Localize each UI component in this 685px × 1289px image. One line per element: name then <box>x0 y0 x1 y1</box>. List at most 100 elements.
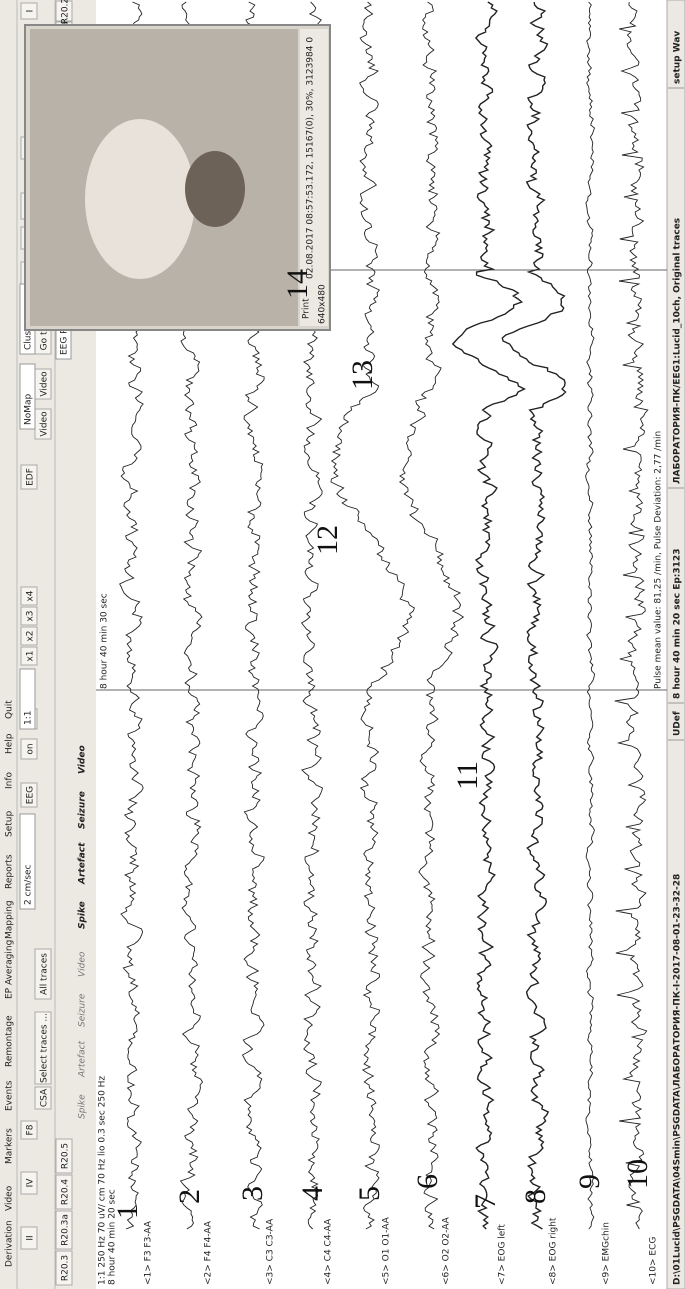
eeg-trace <box>585 1 596 1230</box>
video-print[interactable]: Print <box>302 298 312 319</box>
annotation-number: 3 <box>236 1186 269 1201</box>
marker-button[interactable]: Spike <box>78 901 88 929</box>
channel-label: <10> ECG <box>649 1237 659 1285</box>
toolbar-button[interactable]: CSA <box>40 1088 50 1107</box>
annotation-number: 6 <box>411 1174 444 1189</box>
menu-item[interactable]: Setup <box>5 811 15 837</box>
video-caption-bar <box>300 29 328 326</box>
menu-item[interactable]: Markers <box>5 1128 15 1164</box>
toolbar-button[interactable]: x1 <box>26 650 36 661</box>
menu-item[interactable]: Info <box>5 771 15 789</box>
preset-button[interactable]: R20.2 <box>61 0 71 24</box>
status-text: ЛАБОРАТОРИЯ-ПК/EEG1:Lucid_10ch, Original… <box>673 218 683 484</box>
toolbar-button[interactable]: All traces <box>40 953 50 995</box>
preset-button-frame[interactable] <box>55 1138 73 1174</box>
preset-button[interactable]: R20.5 <box>61 1143 71 1169</box>
toolbar-button-frame[interactable] <box>34 1011 52 1085</box>
dropdown[interactable]: Cluster <box>24 318 34 350</box>
preset-button[interactable]: R20.3 <box>61 1255 71 1281</box>
annotation-number: 4 <box>296 1186 329 1201</box>
toolbar-button-frame[interactable] <box>20 464 38 490</box>
info-line: 8 hour 40 min 20 sec <box>108 1189 118 1285</box>
dropdown-frame[interactable] <box>19 363 36 430</box>
preset-button-frame[interactable] <box>55 1250 73 1286</box>
toolbar-button-frame[interactable] <box>20 586 38 606</box>
menu-item[interactable]: Mapping <box>5 900 15 939</box>
toolbar-button[interactable]: on <box>26 743 36 754</box>
channel-label: <5> O1 O1-AA <box>382 1216 392 1285</box>
marker-button[interactable]: Seizure <box>78 993 88 1027</box>
video-subject <box>85 119 195 279</box>
menu-item[interactable]: Remontage <box>5 1015 15 1067</box>
annotation-number: 12 <box>311 525 344 555</box>
channel-label: <4> C4 C4-AA <box>324 1218 334 1285</box>
eeg-trace <box>501 1 567 1230</box>
toolbar-button[interactable]: F8 <box>26 1124 36 1135</box>
preset-button[interactable]: R20.4 <box>61 1179 71 1206</box>
video-resolution: 640x480 <box>318 284 328 324</box>
preset-button-frame[interactable] <box>55 1174 73 1210</box>
marker-button[interactable]: Video <box>78 745 88 774</box>
status-text: D:\01Lucid\PSGDATA\04Smin\PSGDATA\ЛАБОРА… <box>673 874 683 1285</box>
toolbar-button[interactable]: Select traces ... <box>40 1013 50 1083</box>
time-marker: 8 hour 40 min 30 sec <box>100 593 110 689</box>
toolbar-button-frame[interactable] <box>20 1171 38 1195</box>
annotation-number: 1 <box>111 1204 144 1219</box>
pulse-info: Pulse mean value: 81,25 /min, Pulse Devi… <box>654 431 664 689</box>
toolbar-button[interactable]: EDF <box>26 468 36 486</box>
toolbar-button[interactable]: Video <box>40 411 50 437</box>
marker-button[interactable]: Spike <box>78 1094 88 1119</box>
menu-item[interactable]: Reports <box>5 854 15 889</box>
menu-item[interactable]: Events <box>5 1080 15 1111</box>
dropdown[interactable]: NoMap <box>24 393 34 425</box>
toolbar-button[interactable]: x2 <box>26 630 36 641</box>
preset-button-frame[interactable] <box>55 0 73 22</box>
toolbar-button[interactable]: x3 <box>26 610 36 621</box>
dropdown[interactable]: 2 cm/sec <box>24 864 34 905</box>
annotation-number: 7 <box>469 1194 502 1209</box>
preset-button[interactable]: R20.3a <box>61 1214 71 1246</box>
preset-button-frame[interactable] <box>55 1210 73 1250</box>
toolbar-button-frame[interactable] <box>20 626 38 646</box>
annotation-number: 13 <box>346 360 379 390</box>
marker-button[interactable]: Artefact <box>78 842 88 885</box>
channel-label: <2> F4 F4-AA <box>204 1220 214 1285</box>
toolbar-button-frame[interactable] <box>20 738 38 760</box>
menu-item[interactable]: EP Averaging <box>5 940 15 999</box>
annotation-number: 2 <box>173 1189 206 1204</box>
toolbar-button-frame[interactable] <box>20 606 38 626</box>
toolbar-button[interactable]: EEG <box>26 786 36 804</box>
toolbar-button-frame[interactable] <box>34 948 52 1000</box>
channel-label: <8> EOG right <box>549 1217 559 1285</box>
toolbar-button[interactable]: I <box>26 10 36 13</box>
dropdown-frame[interactable] <box>19 813 36 910</box>
menu-item[interactable]: Derivation <box>5 1220 15 1267</box>
menu-item[interactable]: Video <box>5 1185 15 1211</box>
channel-label: <6> O2 O2-AA <box>442 1216 452 1285</box>
menu-item[interactable]: Quit <box>5 700 15 719</box>
eeg-trace <box>614 1 649 1230</box>
marker-button[interactable]: Artefact <box>78 1040 88 1078</box>
dropdown[interactable]: 1:1 <box>24 711 34 725</box>
toolbar-button[interactable]: Video <box>40 371 50 397</box>
toolbar-button[interactable]: II <box>26 1235 36 1240</box>
status-text: setup Wav <box>673 31 683 84</box>
toolbar-button[interactable]: IV <box>26 1178 36 1188</box>
toolbar-button-frame[interactable] <box>20 2 38 20</box>
dropdown-frame[interactable] <box>19 668 36 730</box>
toolbar-button-frame[interactable] <box>20 1226 38 1250</box>
marker-button[interactable]: Seizure <box>78 791 88 829</box>
channel-label: <1> F3 F3-AA <box>144 1220 154 1285</box>
menu-item[interactable]: Help <box>5 733 15 754</box>
toolbar-button-frame[interactable] <box>34 1086 52 1110</box>
toolbar-button[interactable]: x4 <box>26 590 36 601</box>
toolbar-button-frame[interactable] <box>20 1120 38 1140</box>
video-subject-head <box>185 151 245 227</box>
marker-button[interactable]: Video <box>78 951 88 977</box>
toolbar-button-frame[interactable] <box>20 782 38 808</box>
toolbar-button-frame[interactable] <box>20 646 38 666</box>
